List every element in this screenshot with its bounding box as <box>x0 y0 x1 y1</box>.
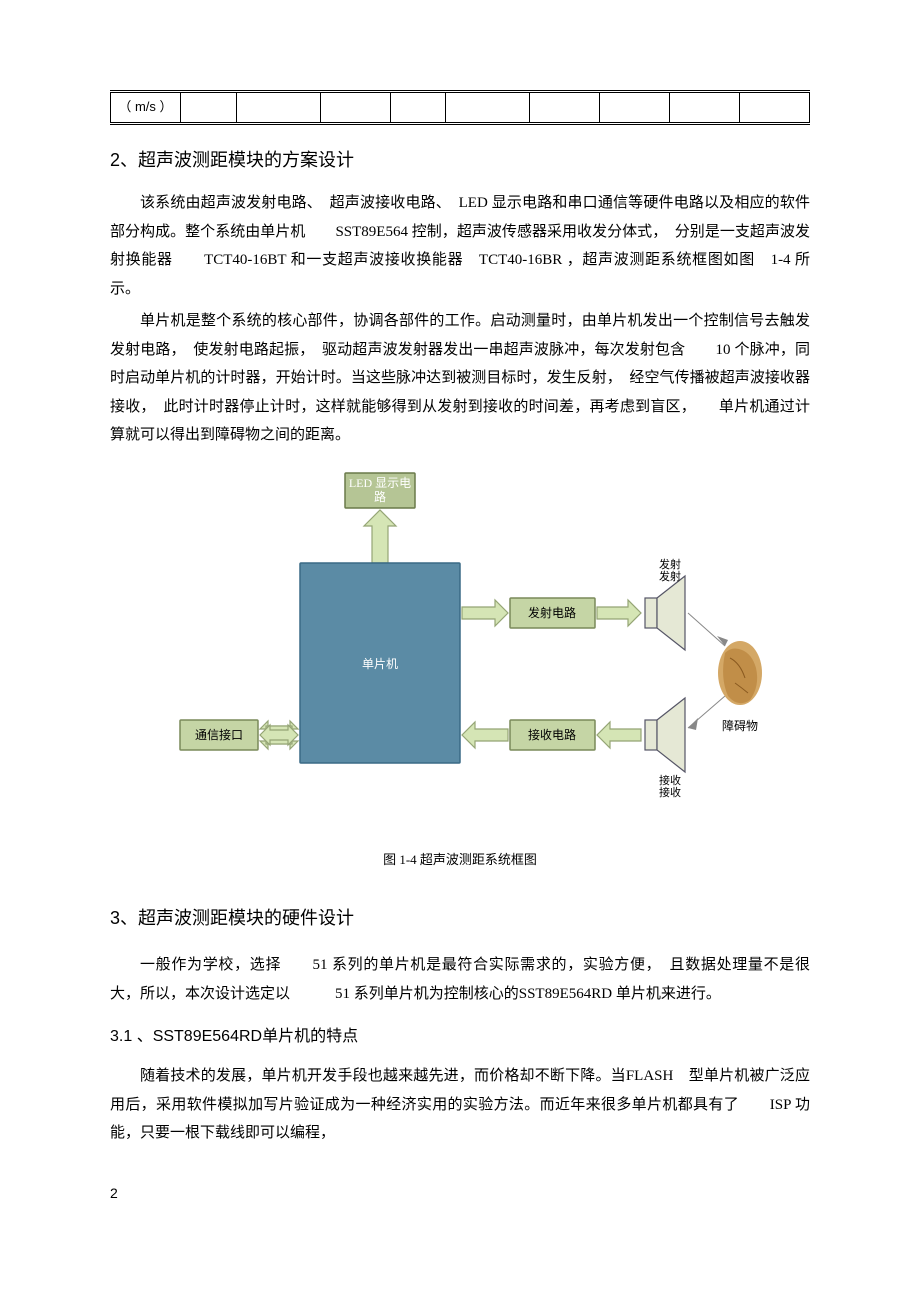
section2-para1: 该系统由超声波发射电路、 超声波接收电路、 LED 显示电路和串口通信等硬件电路… <box>110 189 810 303</box>
speed-table-fragment: （ m/s ） <box>110 90 810 125</box>
rx-label-l1: 接收 <box>659 773 681 787</box>
mcu-label: 单片机 <box>362 657 398 671</box>
section2-title: 2、超声波测距模块的方案设计 <box>110 143 810 177</box>
cell <box>390 92 446 124</box>
cell <box>670 92 740 124</box>
led-label-l1: LED 显示电 <box>349 476 411 490</box>
cell <box>740 92 810 124</box>
cell <box>600 92 670 124</box>
cell-unit: （ m/s ） <box>111 92 181 124</box>
comm-label: 通信接口 <box>195 727 243 742</box>
section2-para2: 单片机是整个系统的核心部件，协调各部件的工作。启动测量时，由单片机发出一个控制信… <box>110 307 810 450</box>
cell <box>320 92 390 124</box>
diagram-caption: 图 1-4 超声波测距系统框图 <box>110 848 810 873</box>
cell <box>446 92 530 124</box>
system-block-diagram: LED 显示电 路 单片机 通信接口 发射电路 发射 发射 接收电路 接收 接收… <box>150 468 770 839</box>
tx-circuit-label: 发射电路 <box>528 605 576 620</box>
tx-label-l1: 发射 <box>659 557 681 571</box>
tx-label-l2: 发射 <box>659 569 681 583</box>
section3-para1: 一般作为学校，选择 51 系列的单片机是最符合实际需求的，实验方便， 且数据处理… <box>110 951 810 1008</box>
diagram-svg: LED 显示电 路 单片机 通信接口 发射电路 发射 发射 接收电路 接收 接收… <box>150 468 770 828</box>
table-row: （ m/s ） <box>111 92 810 124</box>
obstacle-label: 障碍物 <box>722 718 758 733</box>
section3-1-para1: 随着技术的发展，单片机开发手段也越来越先进，而价格却不断下降。当FLASH 型单… <box>110 1062 810 1148</box>
led-label-l2: 路 <box>374 489 386 504</box>
rx-label-l2: 接收 <box>659 785 681 799</box>
cell <box>530 92 600 124</box>
rx-circuit-label: 接收电路 <box>528 727 576 742</box>
cell <box>180 92 236 124</box>
cell <box>236 92 320 124</box>
section3-1-title: 3.1 、SST89E564RD单片机的特点 <box>110 1022 810 1052</box>
section3-title: 3、超声波测距模块的硬件设计 <box>110 901 810 935</box>
page-number: 2 <box>110 1180 810 1207</box>
